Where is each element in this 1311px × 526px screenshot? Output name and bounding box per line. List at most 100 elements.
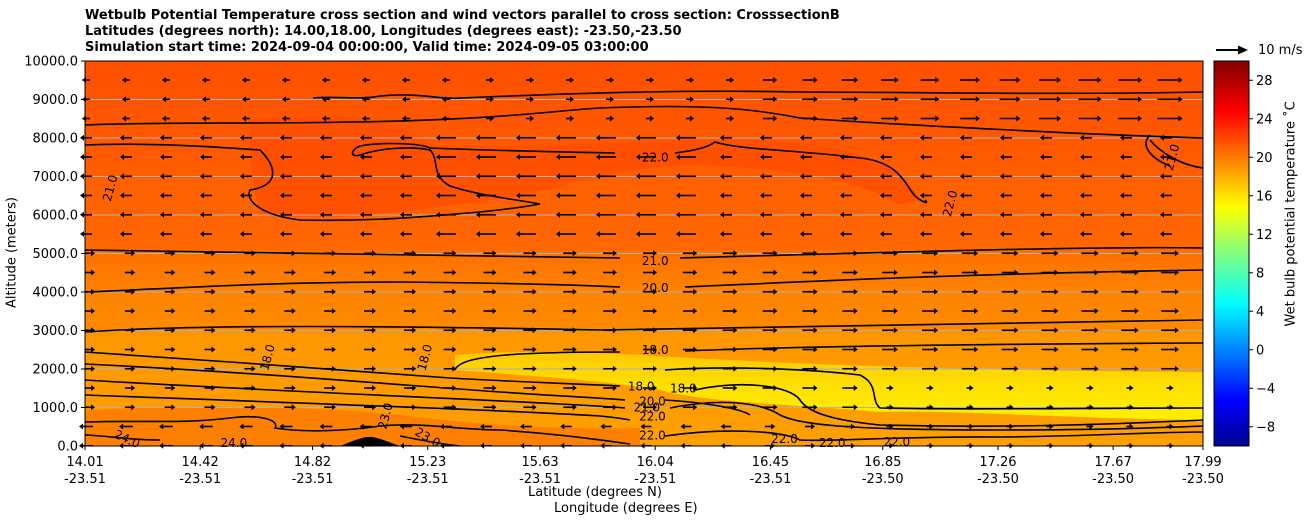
y-tick-label: 10000.0 (24, 55, 78, 70)
wind-vector-head (211, 327, 216, 334)
wind-vector-head (211, 288, 216, 295)
wind-vector-head (570, 77, 574, 83)
wind-vector-head (91, 346, 96, 353)
wind-vector-head (760, 231, 764, 237)
wind-vector-head (282, 115, 286, 122)
wind-vector-head (1014, 365, 1019, 372)
wind-vector-head (771, 423, 776, 430)
wind-vector-head (572, 404, 577, 411)
wind-vector-head (612, 346, 617, 353)
contour-label: 22.0 (639, 429, 666, 443)
wind-vector-head (840, 173, 844, 180)
wind-vector-head (612, 365, 617, 372)
wind-vector-head (653, 385, 658, 391)
wind-vector-head (880, 231, 884, 237)
colorbar-tick-label: 24 (1256, 112, 1273, 127)
wind-vector-head (889, 385, 894, 391)
wind-vector-head (120, 192, 124, 199)
wind-vector-head (372, 308, 377, 314)
wind-vector-head (476, 231, 480, 237)
wind-vector-head (596, 211, 600, 218)
wind-vector-head (400, 231, 404, 237)
x-tick-label-lon: -23.51 (292, 472, 334, 487)
x-tick-label-lon: -23.51 (64, 472, 106, 487)
wind-vector-head (640, 423, 645, 430)
wind-vector-head (813, 404, 818, 411)
contour-label: 18.0 (628, 379, 655, 393)
wind-vector-head (800, 134, 804, 141)
wind-vector-head (596, 231, 600, 237)
wind-vector-head (653, 288, 658, 295)
wind-vector-head (920, 231, 924, 237)
wind-vector-head (1014, 250, 1019, 257)
wind-vector-head (452, 327, 457, 334)
wind-vector-head (773, 308, 778, 314)
wind-vector-head (612, 250, 617, 257)
wind-vector-head (171, 308, 176, 314)
wind-vector-head (974, 346, 979, 353)
colorbar-label: Wet bulb potential temperature ˚C (1283, 101, 1299, 327)
wind-vector-head (162, 115, 166, 122)
wind-vector-head (813, 288, 818, 295)
wind-vector-head (1094, 346, 1099, 353)
wind-vector-head (400, 192, 404, 199)
wind-vector-head (291, 269, 296, 276)
wind-vector-head (676, 192, 680, 199)
contour-label: 20.0 (642, 281, 669, 295)
wind-vector-head (400, 154, 404, 160)
wind-vector-head (532, 269, 537, 276)
wind-vector-head (653, 365, 658, 372)
wind-vector-head (610, 115, 614, 122)
wind-vector-head (122, 77, 126, 83)
wind-vector-head (1056, 115, 1061, 122)
colorbar (1213, 60, 1250, 447)
x-tick-label-lon: -23.50 (977, 472, 1019, 487)
wind-vector-head (760, 173, 764, 180)
wind-vector-head (532, 250, 537, 257)
wind-vector-head (811, 423, 816, 430)
wind-vector-head (733, 250, 738, 257)
contour-label: 18.0 (257, 343, 277, 372)
wind-vector-head (280, 192, 284, 199)
wind-vector-head (934, 288, 939, 295)
wind-vector-head (452, 346, 457, 353)
wind-vector-head (676, 173, 680, 180)
wind-vector-head (690, 96, 694, 103)
wind-vector-head (279, 423, 284, 430)
wind-vector-head (1160, 192, 1164, 199)
wind-vector-head (120, 173, 124, 180)
wind-vector-head (935, 115, 940, 122)
wind-vector-head (211, 308, 216, 314)
wind-vector-head (171, 346, 176, 353)
wind-vector-head (773, 288, 778, 295)
wind-vector-head (800, 211, 804, 218)
wind-vector-head (920, 173, 924, 180)
wind-vector-head (920, 192, 924, 199)
wind-vector-head (530, 96, 534, 103)
wind-vector-head (690, 77, 694, 83)
wind-vector-head (676, 211, 680, 218)
wind-vector-head (402, 115, 406, 122)
wind-vector-head (202, 115, 206, 122)
wind-vector-head (372, 385, 377, 391)
wind-vector-head (476, 134, 480, 141)
wind-vectors (79, 77, 1183, 449)
wind-vector-head (199, 423, 204, 430)
wind-vector-head (1000, 231, 1004, 237)
wind-vector-head (1040, 231, 1044, 237)
wind-vector-head (1054, 365, 1059, 372)
wind-vector-head (650, 96, 654, 103)
wind-vector-head (171, 385, 176, 391)
wind-vector-head (160, 192, 164, 199)
wind-vector-head (733, 308, 738, 314)
wind-vector-head (840, 231, 844, 237)
reference-vector-arrow (1216, 45, 1248, 55)
wind-vector-head (813, 96, 818, 103)
wind-vector-head (556, 192, 560, 199)
y-tick-label: 8000.0 (33, 132, 79, 147)
wind-vector-head (402, 96, 406, 103)
x-tick-label-lon: -23.51 (179, 472, 221, 487)
wind-vector-head (1000, 173, 1004, 180)
wind-vector-head (1089, 385, 1094, 391)
wind-vector-head (372, 269, 377, 276)
